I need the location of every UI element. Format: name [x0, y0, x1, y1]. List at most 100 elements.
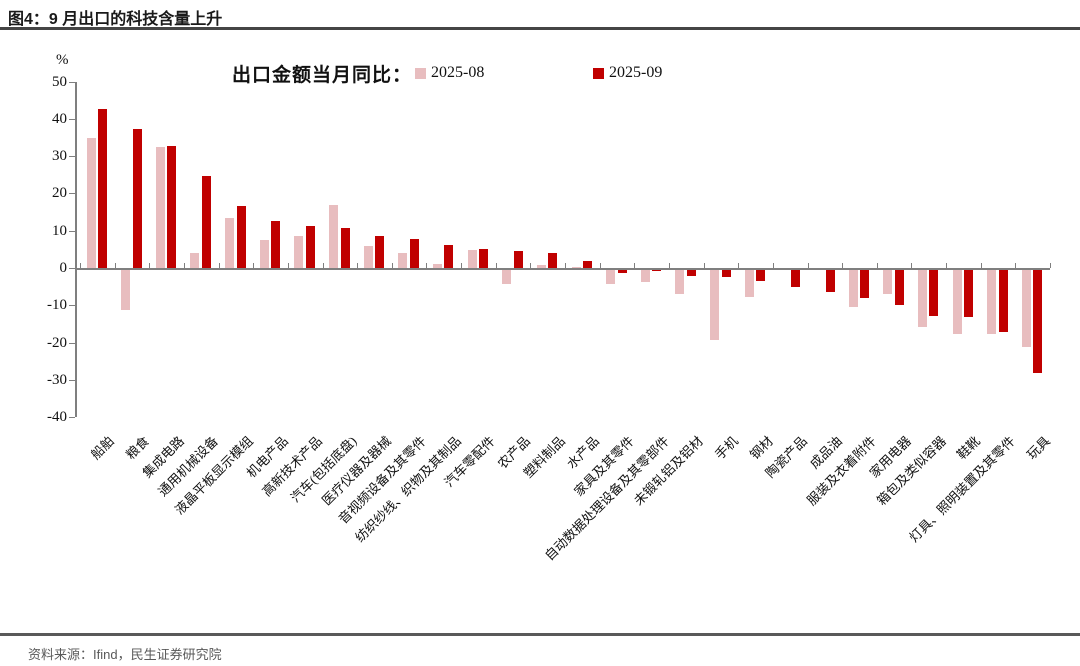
x-tick — [772, 263, 774, 268]
bar-2025-08 — [502, 269, 512, 285]
y-axis-unit-label: % — [56, 52, 69, 68]
title-rule — [0, 27, 1080, 30]
bar-2025-08 — [779, 269, 789, 271]
x-tick — [634, 263, 636, 268]
x-tick — [668, 263, 670, 268]
bar-2025-08 — [952, 269, 962, 334]
bar-2025-09 — [756, 269, 766, 282]
x-tick — [149, 263, 151, 268]
bar-2025-09 — [479, 248, 489, 268]
chart-title: 出口金额当月同比： — [232, 65, 413, 86]
x-tick — [565, 263, 566, 268]
bar-2025-09 — [98, 109, 107, 268]
bar-2025-08 — [190, 253, 200, 268]
bar-2025-09 — [1033, 269, 1043, 374]
x-tick — [1050, 263, 1051, 268]
bar-2025-09 — [790, 269, 800, 287]
bar-2025-08 — [225, 218, 235, 268]
legend-label: 2025-09 — [609, 64, 663, 81]
bar-2025-08 — [432, 263, 442, 268]
y-tick — [69, 156, 75, 158]
y-tick-label: 20 — [52, 185, 67, 202]
x-tick — [287, 263, 289, 268]
bar-2025-08 — [883, 269, 893, 294]
x-tick — [807, 263, 809, 268]
y-tick-label: 40 — [52, 110, 67, 127]
x-tick-label: 粮食 — [122, 433, 152, 463]
bar-2025-09 — [271, 221, 281, 268]
bar-2025-08 — [814, 269, 823, 271]
y-axis-line — [75, 81, 77, 418]
bar-2025-09 — [132, 129, 142, 268]
y-tick — [69, 268, 75, 269]
legend-item-2025-08: 2025-08 — [415, 64, 484, 82]
x-tick — [703, 263, 705, 268]
y-tick-label: -10 — [47, 297, 67, 314]
y-tick-label: 10 — [52, 222, 67, 239]
y-tick — [69, 230, 75, 232]
bar-2025-09 — [721, 269, 731, 277]
x-tick — [183, 263, 185, 268]
x-axis-line — [75, 268, 1050, 270]
x-tick — [980, 263, 982, 268]
bar-2025-09 — [652, 269, 662, 271]
bar-2025-09 — [513, 251, 523, 268]
bar-2025-09 — [375, 235, 385, 268]
bar-2025-09 — [201, 176, 211, 268]
bar-2025-09 — [409, 238, 419, 268]
bar-2025-09 — [998, 269, 1008, 332]
x-tick — [1015, 263, 1017, 268]
legend-swatch-2025-08 — [415, 67, 426, 79]
x-tick-label: 鞋靴 — [954, 433, 984, 463]
bar-2025-09 — [825, 269, 835, 292]
bar-2025-08 — [606, 269, 616, 284]
x-tick — [599, 263, 601, 268]
x-tick — [322, 263, 324, 268]
figure-title: 图4：9 月出口的科技含量上升 — [8, 11, 223, 28]
x-tick — [530, 263, 532, 268]
x-tick — [495, 263, 497, 268]
bar-2025-08 — [536, 265, 546, 268]
bar-2025-09 — [617, 269, 627, 273]
y-tick-label: 50 — [52, 73, 67, 90]
x-tick-label: 手机 — [711, 433, 741, 463]
bar-2025-08 — [640, 269, 650, 282]
bar-2025-08 — [848, 269, 858, 307]
source-note: 资料来源：Ifind，民生证券研究院 — [28, 647, 222, 662]
bar-2025-08 — [675, 269, 685, 295]
bar-2025-09 — [444, 244, 454, 268]
bar-2025-08 — [294, 235, 304, 268]
bar-2025-08 — [398, 253, 408, 268]
x-tick-label: 船舶 — [88, 433, 118, 463]
y-tick — [69, 417, 75, 419]
y-tick — [69, 193, 75, 195]
x-tick — [391, 263, 393, 268]
legend-swatch-2025-09 — [593, 67, 604, 79]
x-tick — [461, 263, 463, 268]
bar-2025-08 — [917, 269, 927, 327]
bar-2025-09 — [167, 146, 177, 268]
y-tick — [69, 379, 75, 381]
x-tick — [426, 263, 428, 268]
bar-2025-08 — [155, 146, 165, 268]
bar-2025-08 — [467, 250, 477, 268]
x-tick — [357, 263, 359, 268]
bar-2025-09 — [305, 226, 315, 268]
bar-2025-08 — [259, 240, 269, 268]
y-tick-label: 0 — [59, 260, 68, 276]
bar-2025-09 — [236, 205, 246, 268]
x-tick-label: 玩具 — [1023, 433, 1053, 463]
bar-2025-08 — [86, 138, 96, 268]
bar-2025-08 — [121, 269, 131, 311]
legend-label: 2025-08 — [431, 64, 485, 81]
source-rule — [0, 633, 1080, 636]
bar-2025-09 — [894, 269, 904, 306]
x-tick — [114, 263, 116, 268]
bar-2025-08 — [329, 205, 338, 268]
bar-2025-09 — [929, 269, 939, 317]
y-tick — [69, 81, 75, 83]
y-tick-label: -20 — [47, 334, 67, 351]
legend-item-2025-09: 2025-09 — [593, 64, 662, 82]
y-tick-label: -40 — [47, 409, 67, 426]
y-tick-label: 30 — [52, 148, 67, 165]
